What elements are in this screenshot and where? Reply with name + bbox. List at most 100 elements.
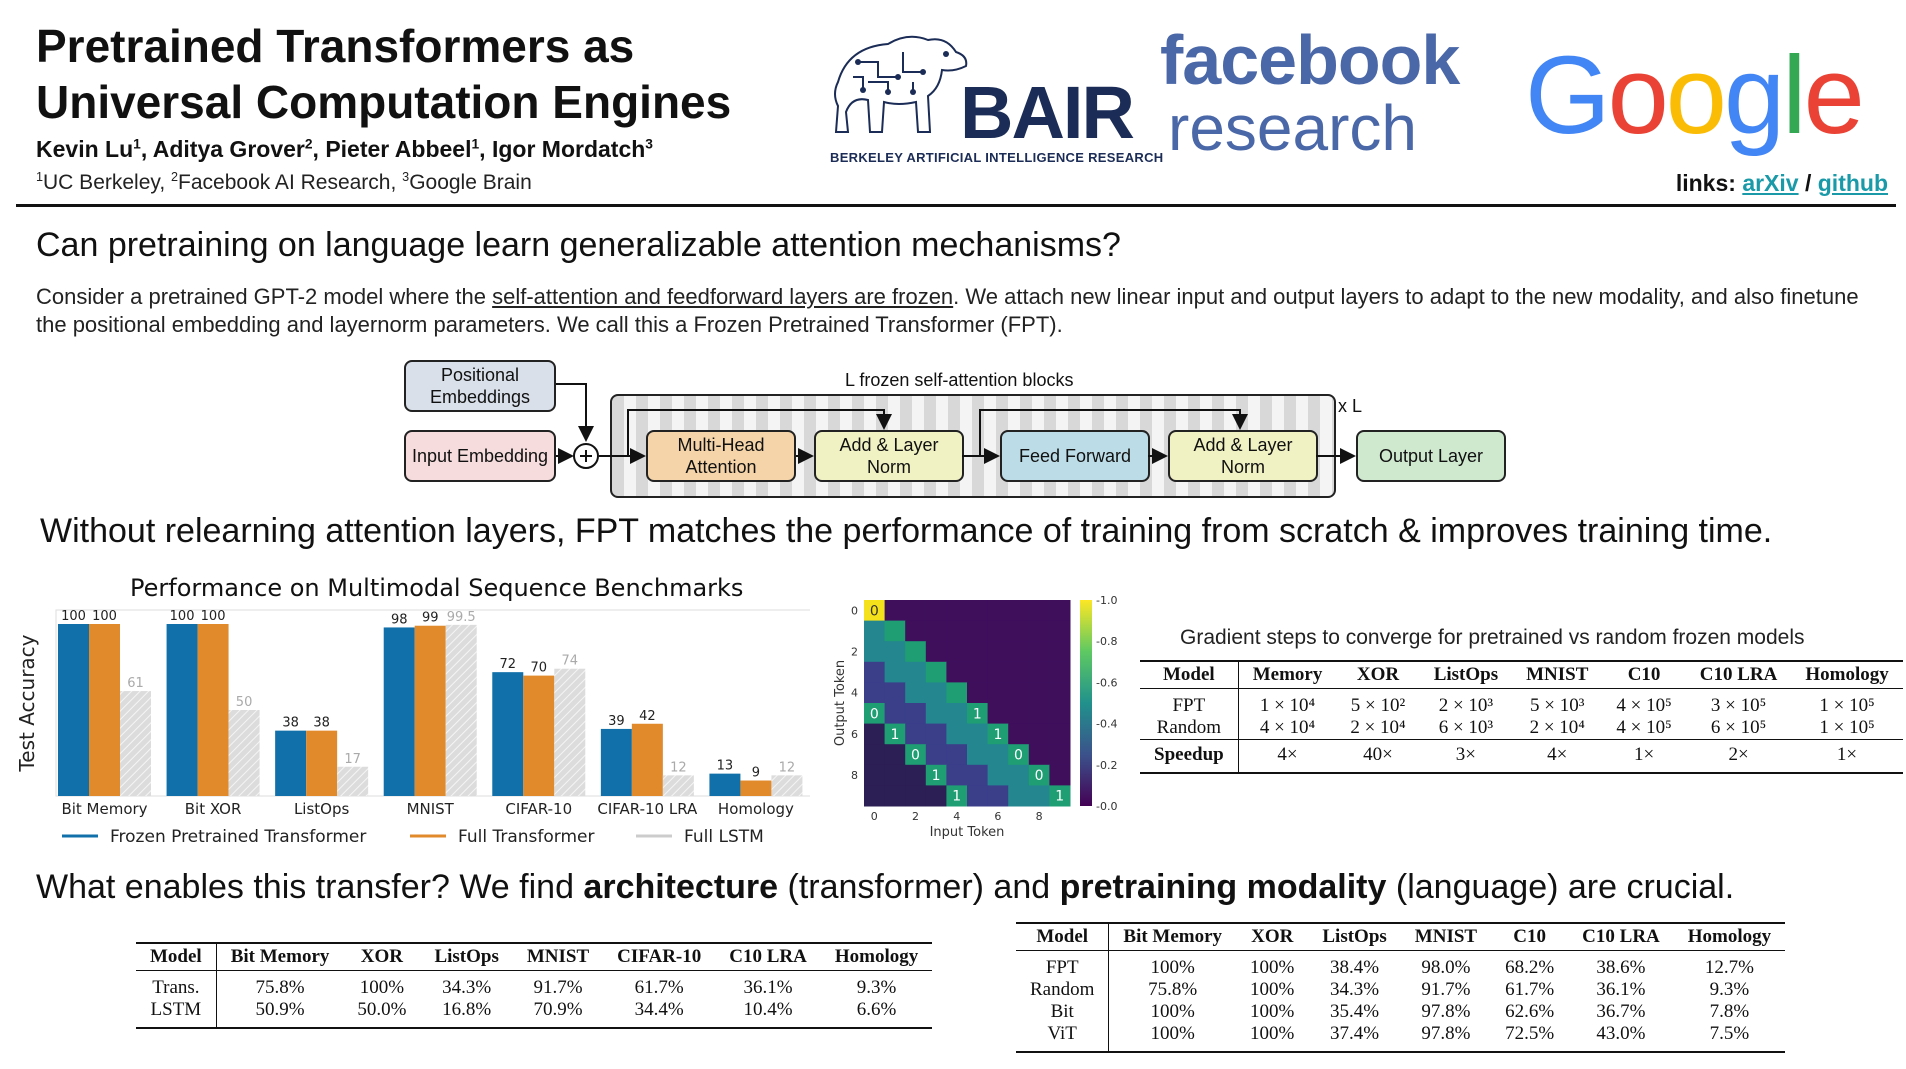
table-cell: 12.7% (1704, 957, 1754, 978)
google-letter: G (1525, 34, 1611, 157)
heatmap-cell (946, 764, 968, 786)
table-cell: Speedup (1140, 739, 1239, 774)
table-row: LSTM 50.9% 50.0% 16.8% 70.9% 34.4% 10.4% 6.6% (136, 999, 933, 1029)
bar (337, 766, 369, 796)
arxiv-link[interactable]: arXiv (1742, 170, 1799, 196)
table-cell: 75.8% (1148, 979, 1198, 1000)
legend-label: Full LSTM (684, 827, 764, 847)
table-cell: 70.9% (512, 999, 604, 1029)
heatmap-cell (1049, 785, 1071, 807)
heatmap-cell (884, 661, 906, 683)
bar-value-label: 70 (531, 661, 548, 676)
heatmap-cell (987, 764, 1009, 786)
table-header: C10 LRA (1685, 660, 1792, 689)
bar-value-label: 99 (422, 611, 439, 626)
google-logo: Google (1525, 34, 1865, 157)
google-letter: o (1665, 34, 1727, 157)
table-cell: 2 × 10³ (1438, 695, 1494, 716)
table-header: C10 LRA (715, 942, 821, 971)
google-letter: o (1607, 34, 1669, 157)
table-cell: ViT (1016, 1023, 1110, 1053)
colorbar (1080, 600, 1092, 806)
colorbar-tick: -0.6 (1096, 676, 1117, 689)
heatmap-cell (864, 661, 886, 683)
cell-annotation: 0 (911, 748, 920, 764)
arch-table-wrap: Model Bit Memory XOR ListOps MNIST CIFAR-10 C1… (136, 942, 933, 1029)
cell-annotation: 1 (1055, 789, 1064, 805)
table-header: XOR (343, 942, 421, 971)
table-header: Model (1140, 660, 1239, 689)
steps-table-caption: Gradient steps to converge for pretraine… (1180, 626, 1805, 649)
heatmap-cell (987, 744, 1009, 766)
heatmap-cell (905, 641, 927, 663)
heatmap-cell (905, 703, 927, 725)
github-link[interactable]: github (1817, 170, 1888, 196)
table-cell: 2 × 10⁴ (1350, 717, 1406, 738)
bar-value-label: 72 (500, 657, 517, 672)
heatmap-cell (1049, 661, 1071, 683)
speedup-row: Speedup 4× 40× 3× 4× 1× 2× 1× (1140, 739, 1903, 774)
table-header: Bit Memory (216, 942, 344, 971)
y-tick-label: 2 (851, 646, 858, 659)
table-cell: 2× (1685, 739, 1792, 774)
table-cell: 6 × 10⁵ (1710, 717, 1767, 738)
cell-annotation: 0 (1035, 768, 1044, 784)
y-axis-label: Test Accuracy (15, 634, 39, 772)
heatmap-cell (905, 764, 927, 786)
y-tick-label: 4 (851, 687, 858, 700)
table-header: ListOps (420, 942, 513, 971)
heatmap-cell (905, 785, 927, 807)
table-header: Bit Memory (1108, 922, 1237, 951)
heatmap-cell (1028, 703, 1050, 725)
heatmap-cell (864, 764, 886, 786)
steps-table-wrap: Model Memory XOR ListOps MNIST C10 C10 LRA Homo… (1140, 660, 1903, 774)
diagram-arrows (556, 383, 1356, 469)
authors: Kevin Lu1, Aditya Grover2, Pieter Abbeel… (36, 136, 653, 162)
table-cell: 68.2% (1505, 957, 1555, 978)
modality-table: Model Bit Memory XOR ListOps MNIST C10 C10 LRA… (1016, 922, 1786, 1053)
heatmap-cell (946, 641, 968, 663)
heatmap-cell (987, 661, 1009, 683)
cell-annotation: 1 (890, 727, 899, 743)
heatmap-cell (1028, 744, 1050, 766)
table-cell: 37.4% (1308, 1023, 1401, 1053)
table-cell: 100% (1250, 957, 1295, 978)
bar (306, 730, 338, 796)
table-cell: 10.4% (715, 999, 821, 1029)
table-cell: 9.3% (856, 977, 897, 998)
table-cell: 34.3% (1330, 979, 1380, 1000)
table-cell: 1× (1602, 739, 1686, 774)
table-cell: 100% (1236, 1023, 1309, 1053)
x-tick-label: ListOps (294, 800, 350, 818)
heatmap-cell (905, 682, 927, 704)
google-letter: g (1723, 34, 1785, 157)
section2-heading: Without relearning attention layers, FPT… (40, 512, 1773, 550)
heatmap-cell (967, 785, 989, 807)
bar-value-label: 100 (201, 609, 226, 624)
x-tick-label: 2 (912, 810, 919, 823)
heatmap-cell (987, 682, 1009, 704)
table-header: MNIST (1512, 660, 1603, 689)
heatmap-cell (884, 764, 906, 786)
heatmap-cell (925, 723, 947, 745)
bar-value-label: 100 (92, 609, 117, 624)
table-cell: 38.4% (1330, 957, 1380, 978)
table-cell: 4 × 10⁵ (1616, 717, 1672, 738)
table-header: C10 (1602, 660, 1686, 689)
heatmap-cell (925, 641, 947, 663)
heatmap-cell (946, 620, 968, 642)
table-cell: 75.8% (255, 977, 305, 998)
bar-value-label: 12 (779, 760, 796, 775)
heatmap-cell (1028, 661, 1050, 683)
bar (58, 624, 89, 796)
heatmap-cell (1049, 620, 1071, 642)
table-cell: 34.3% (442, 977, 492, 998)
table-header: MNIST (1400, 922, 1492, 951)
author: Aditya Grover2 (152, 136, 313, 162)
heatmap-cell (1049, 641, 1071, 663)
heatmap-cell (1028, 641, 1050, 663)
bar-value-label: 39 (608, 714, 625, 729)
table-cell: 4× (1238, 739, 1337, 774)
header-divider (16, 204, 1896, 207)
table-cell: 62.6% (1505, 1001, 1555, 1022)
